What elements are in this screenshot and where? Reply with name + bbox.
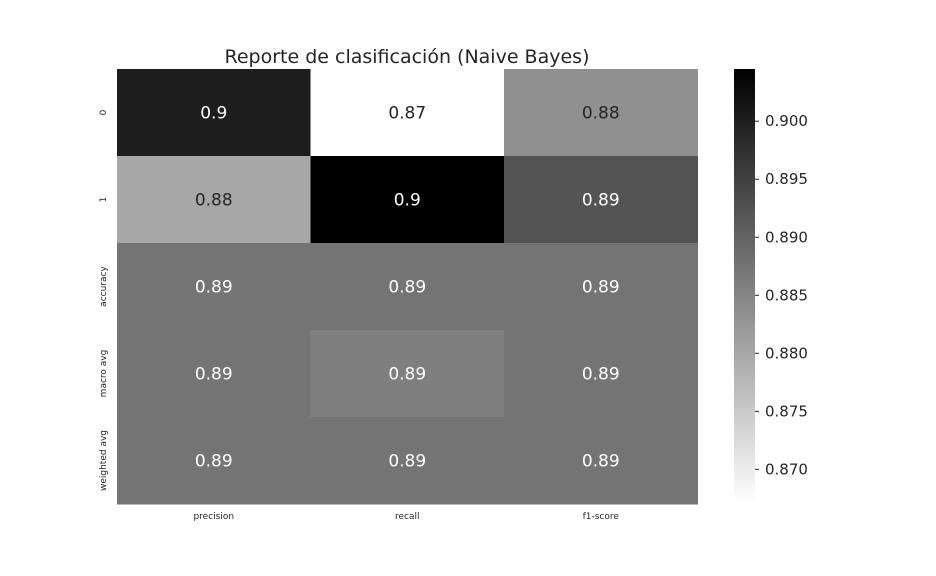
cell-value-label: 0.89 [582,365,620,385]
x-tick-label: recall [395,512,420,522]
chart-title: Reporte de clasificación (Naive Bayes) [225,46,590,68]
y-axis-ticks: 0 1 accuracy macro avg weighted avg [99,109,109,491]
heatmap-cell [310,69,505,157]
heatmap-cell [504,69,698,157]
cell-value-label: 0.88 [195,191,233,211]
cell-value-label: 0.89 [582,452,620,472]
colorbar-tick-label: 0.890 [765,228,808,246]
heatmap-cell [310,330,505,418]
cell-value-label: 0.89 [195,365,233,385]
colorbar-tick-label: 0.895 [765,170,808,188]
colorbar: 0.870 0.875 0.880 0.885 0.890 0.895 0.900 [734,69,808,503]
heatmap-cell [117,69,311,157]
cell-value-label: 0.87 [388,104,426,124]
cell-value-label: 0.89 [388,452,426,472]
cell-value-label: 0.88 [582,104,620,124]
colorbar-gradient [734,69,755,503]
cell-value-label: 0.89 [582,278,620,298]
heatmap-cell [310,156,505,244]
y-tick-label: macro avg [99,350,109,398]
cell-value-label: 0.9 [200,104,227,124]
heatmap-cell [504,156,698,244]
heatmap-cell [117,417,311,505]
heatmap-cell [310,417,505,505]
colorbar-tick-label: 0.870 [765,460,808,478]
y-tick-label: 0 [99,109,109,115]
cell-value-label: 0.89 [388,365,426,385]
heatmap-cell [504,243,698,331]
y-tick-label: accuracy [99,266,109,307]
heatmap-cell [504,417,698,505]
colorbar-tick-label: 0.885 [765,286,808,304]
heatmap-cells: 0.9 0.87 0.88 0.88 0.9 0.89 0.89 0.89 0.89 0.89 0.… [117,69,698,505]
colorbar-tick-label: 0.880 [765,344,808,362]
x-tick-label: precision [193,512,234,522]
heatmap-cell [117,330,311,418]
y-tick-label: 1 [99,197,109,203]
heatmap-cell [310,243,505,331]
colorbar-tick-label: 0.875 [765,402,808,420]
cell-value-label: 0.89 [195,278,233,298]
cell-value-label: 0.89 [582,191,620,211]
heatmap-cell [117,156,311,244]
heatmap-cell [117,243,311,331]
heatmap-cell [504,330,698,418]
cell-value-label: 0.9 [394,191,421,211]
cell-value-label: 0.89 [195,452,233,472]
x-axis-ticks: precision recall f1-score [193,512,619,522]
y-tick-label: weighted avg [99,430,109,491]
x-tick-label: f1-score [583,512,620,522]
colorbar-tick-label: 0.900 [765,112,808,130]
cell-value-label: 0.89 [388,278,426,298]
